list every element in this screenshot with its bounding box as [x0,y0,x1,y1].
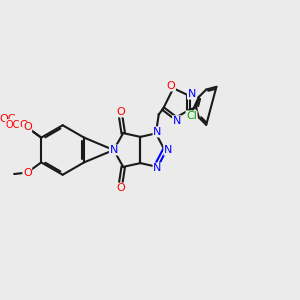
Text: O: O [116,107,125,117]
Text: N: N [188,89,196,99]
Text: OC: OC [5,119,20,130]
Text: N: N [172,116,181,126]
Text: O: O [20,119,28,130]
Text: O: O [23,122,32,132]
Text: Cl: Cl [186,111,197,121]
Text: O: O [23,168,32,178]
Text: O: O [167,81,176,91]
Text: N: N [164,145,172,155]
Text: N: N [153,163,161,173]
Text: O: O [116,183,125,193]
Text: N: N [153,127,161,137]
Text: N: N [110,145,118,155]
Text: OC: OC [0,114,15,124]
